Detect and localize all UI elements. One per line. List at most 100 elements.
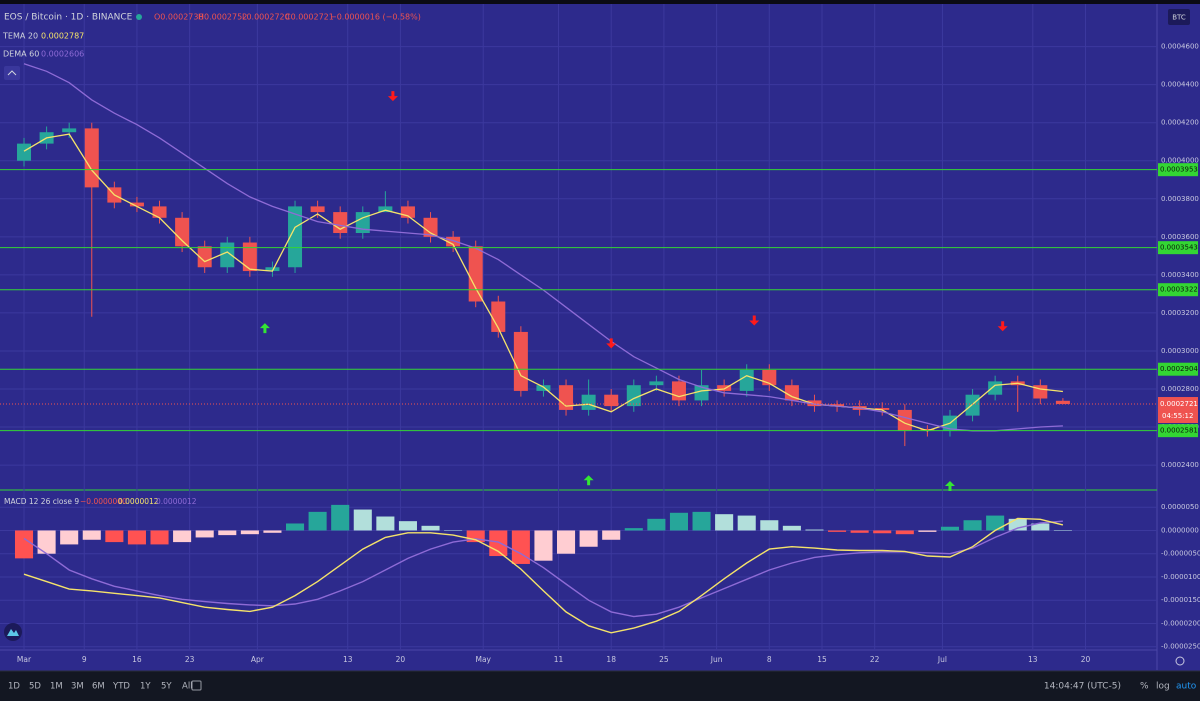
histogram-bar [715,514,734,531]
histogram-bar [669,512,688,531]
histogram-bar [263,530,282,533]
status-dot [136,14,142,20]
y-tick-label: 0.0000050 [1161,503,1199,511]
y-tick-label: -0.0000250 [1161,643,1200,651]
range-button[interactable]: 6M [92,682,105,692]
candle-body [807,400,822,407]
candle-body [581,394,596,410]
indicator-value: 0.0002606 [41,50,84,59]
scale-option[interactable]: % [1140,682,1149,692]
candle-body [830,404,845,407]
histogram-bar [195,530,214,538]
macd-line [23,517,1064,634]
histogram-bar [940,526,960,531]
macd-value: 0.0000012 [118,497,159,506]
signal-arrow [583,475,594,486]
scale-option[interactable]: auto [1176,682,1197,692]
y-tick-label: 0.0003600 [1161,233,1199,241]
candle-body [491,301,506,332]
x-tick-label: 15 [817,655,827,664]
ohlc-close: C0.0002721 [285,13,334,22]
x-tick-label: Apr [251,655,265,664]
collapse-button[interactable] [4,66,20,80]
range-button[interactable]: 1D [8,682,20,692]
candle-body [220,242,235,268]
candle-body [513,331,528,391]
histogram-bar [331,504,350,531]
scale-option[interactable]: log [1156,682,1170,692]
histogram-bar [918,530,937,532]
histogram-bar [805,529,824,531]
level-label-box [1158,241,1198,255]
histogram-bar [828,530,847,532]
candle-body [965,394,980,416]
y-tick-label: 0.0002400 [1161,461,1199,469]
ohlc-high: H0.0002752 [198,13,247,22]
histogram-bar [60,530,79,545]
candle-body [626,385,641,407]
level-label: 0.0003322 [1160,286,1198,294]
histogram-bar [1008,518,1027,531]
y-tick-label: 0.0003200 [1161,309,1199,317]
candle-body [897,409,912,431]
y-tick-label: 0.0004000 [1161,157,1199,165]
level-label-box [1158,163,1198,177]
candle-body [17,143,32,161]
signal-arrow [997,321,1008,332]
y-tick-label: -0.0000200 [1161,619,1200,627]
range-button[interactable]: 5Y [161,682,172,692]
histogram-bar [737,515,756,531]
candle-body [875,408,890,410]
histogram-bar [760,520,779,531]
candle-body [671,381,686,401]
signal-arrow [606,338,617,349]
histogram-bar [873,530,892,534]
histogram-bar [127,530,146,545]
x-tick-label: Jul [937,655,947,664]
range-button[interactable]: YTD [112,682,130,692]
candle-body [288,206,303,268]
histogram-bar [37,530,56,554]
x-tick-label: May [475,655,491,664]
top-strip [0,0,1200,4]
histogram-bar [218,530,237,536]
currency: BTC [1172,14,1186,22]
candle-body [378,206,393,213]
range-button[interactable]: 5D [29,682,41,692]
range-button[interactable]: 1M [50,682,63,692]
candle-body [694,385,709,401]
histogram-bar [150,530,169,545]
histogram-bar [105,530,124,543]
x-tick-label: Mar [17,655,32,664]
histogram-bar [14,530,34,559]
histogram-bar [421,525,440,531]
signal-arrow [749,315,760,326]
candle-body [536,385,551,391]
level-label: 0.0003953 [1160,166,1198,174]
candle-body [242,242,257,272]
range-button[interactable]: 1Y [140,682,151,692]
histogram-bar [782,525,801,531]
histogram-bar [308,511,327,531]
histogram-bar [511,530,530,564]
histogram-bar [534,530,553,561]
candle-body [175,217,190,247]
histogram-bar [963,520,982,531]
symbol: EOS / Bitcoin · 1D · BINANCE [4,13,133,23]
range-button[interactable]: 3M [71,682,84,692]
date-range-icon[interactable] [191,680,202,691]
signal-arrow [944,481,955,492]
candle-body [717,385,732,391]
histogram-bar [579,530,598,547]
y-tick-label: 0.0002800 [1161,385,1199,393]
countdown: 04:55:12 [1162,412,1193,420]
range-button[interactable]: All [182,682,193,692]
candle-body [129,202,144,207]
x-tick-label: 13 [1028,655,1038,664]
ohlc-change: −0.0000016 (−0.58%) [330,13,421,22]
candle-body [355,212,370,234]
indicator-name: TEMA 20 [2,32,38,41]
logo-icon [7,629,19,636]
settings-icon[interactable] [1175,656,1185,666]
